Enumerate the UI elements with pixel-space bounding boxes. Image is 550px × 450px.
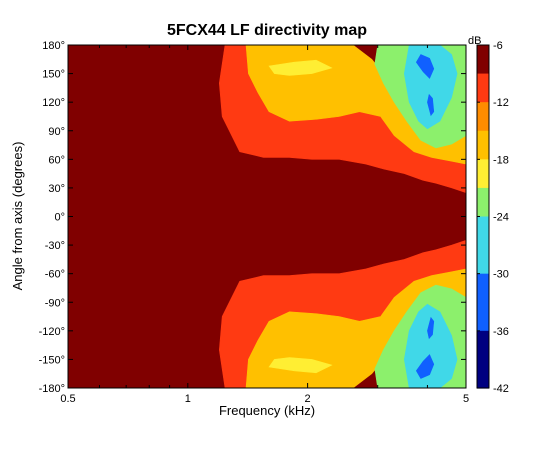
colorbar-segment: [477, 109, 489, 118]
plot-area: [68, 45, 466, 388]
y-tick-label: 0°: [54, 212, 65, 224]
colorbar-segment: [477, 180, 489, 189]
colorbar-segment: [477, 352, 489, 361]
colorbar-segment: [477, 130, 489, 139]
colorbar-segment: [477, 145, 489, 153]
y-tick-label: -180°: [39, 383, 65, 395]
colorbar-segment: [477, 45, 489, 53]
y-tick-label: 90°: [48, 126, 65, 138]
x-tick-label: 2: [305, 393, 311, 405]
chart-title: 5FCX44 LF directivity map: [167, 22, 367, 39]
x-tick-label: 0.5: [60, 393, 75, 405]
colorbar-segment: [477, 287, 489, 296]
colorbar-segment: [477, 102, 489, 110]
colorbar-segment: [477, 295, 489, 303]
colorbar-segment: [477, 95, 489, 103]
contour-band-lower-3: [268, 357, 333, 374]
colorbar-segment: [477, 123, 489, 132]
colorbar-segment: [477, 216, 489, 225]
colorbar-segment: [477, 309, 489, 318]
y-tick-label: 120°: [42, 97, 65, 109]
y-tick-label: 30°: [48, 183, 65, 195]
colorbar-segment: [477, 195, 489, 203]
y-axis-label: Angle from axis (degrees): [10, 142, 25, 291]
colorbar-segment: [477, 302, 489, 310]
y-tick-label: -60°: [45, 269, 65, 281]
colorbar-segment: [477, 152, 489, 160]
colorbar-unit-label: dB: [468, 35, 481, 47]
x-axis: 0.5 1 2 5: [60, 45, 469, 405]
y-tick-label: -90°: [45, 297, 65, 309]
colorbar-tick-label: -42: [493, 383, 509, 395]
colorbar-segment: [477, 230, 489, 239]
contour-band-upper-5: [403, 45, 458, 130]
colorbar-segment: [477, 166, 489, 175]
colorbar-tick-label: -30: [493, 269, 509, 281]
colorbar-segment: [477, 223, 489, 232]
y-axis: 180° 150° 120° 90° 60° 30° 0° -30° -60° -90° -120°…: [39, 40, 466, 395]
colorbar-tick-label: -24: [493, 212, 509, 224]
contour-band-upper-3: [268, 59, 333, 76]
y-tick-label: 60°: [48, 154, 65, 166]
colorbar-segment: [477, 116, 489, 125]
colorbar-segment: [477, 209, 489, 218]
contour-bands: [68, 45, 466, 388]
colorbar-segment: [477, 345, 489, 353]
y-tick-label: -30°: [45, 240, 65, 252]
colorbar-tick-label: -36: [493, 326, 509, 338]
colorbar-segment: [477, 173, 489, 182]
colorbar-segment: [477, 330, 489, 339]
colorbar-segment: [477, 202, 489, 210]
colorbar-segment: [477, 366, 489, 375]
y-tick-label: -150°: [39, 354, 65, 366]
colorbar-segment: [477, 266, 489, 275]
colorbar-tick-label: -6: [493, 40, 503, 52]
colorbar-tick-label: -18: [493, 154, 509, 166]
colorbar-segment: [477, 252, 489, 260]
colorbar-tick-label: -12: [493, 97, 509, 109]
colorbar-segment: [477, 280, 489, 289]
colorbar-segment: [477, 316, 489, 325]
colorbar-segment: [477, 323, 489, 332]
x-axis-label: Frequency (kHz): [219, 403, 315, 418]
y-tick-label: -120°: [39, 326, 65, 338]
colorbar-segment: [477, 73, 489, 82]
colorbar-segment: [477, 337, 489, 346]
colorbar-segment: [477, 187, 489, 196]
colorbar-segment: [477, 52, 489, 60]
colorbar-segment: [477, 245, 489, 253]
colorbar-segment: [477, 373, 489, 382]
x-tick-label: 5: [463, 393, 469, 405]
x-tick-label: 1: [185, 393, 191, 405]
colorbar-segment: [477, 59, 489, 68]
colorbar-segment: [477, 273, 489, 282]
y-tick-label: 180°: [42, 40, 65, 52]
contour-band-lower-5: [403, 303, 458, 388]
colorbar-segment: [477, 159, 489, 168]
contour-band-upper-7: [427, 93, 435, 117]
contour-band-upper-6: [415, 54, 435, 79]
colorbar-segment: [477, 66, 489, 75]
colorbar-segment: [477, 87, 489, 96]
colorbar-segment: [477, 237, 489, 246]
colorbar: -6 -12 -18 -24 -30 -36 -42: [476, 40, 509, 395]
colorbar-segment: [477, 259, 489, 268]
colorbar-segment: [477, 80, 489, 89]
colorbar-segment: [477, 359, 489, 368]
y-tick-label: 150°: [42, 69, 65, 81]
contour-band-lower-6: [415, 354, 435, 379]
colorbar-segment: [477, 380, 489, 389]
colorbar-segment: [477, 137, 489, 146]
contour-band-lower-7: [427, 316, 435, 340]
